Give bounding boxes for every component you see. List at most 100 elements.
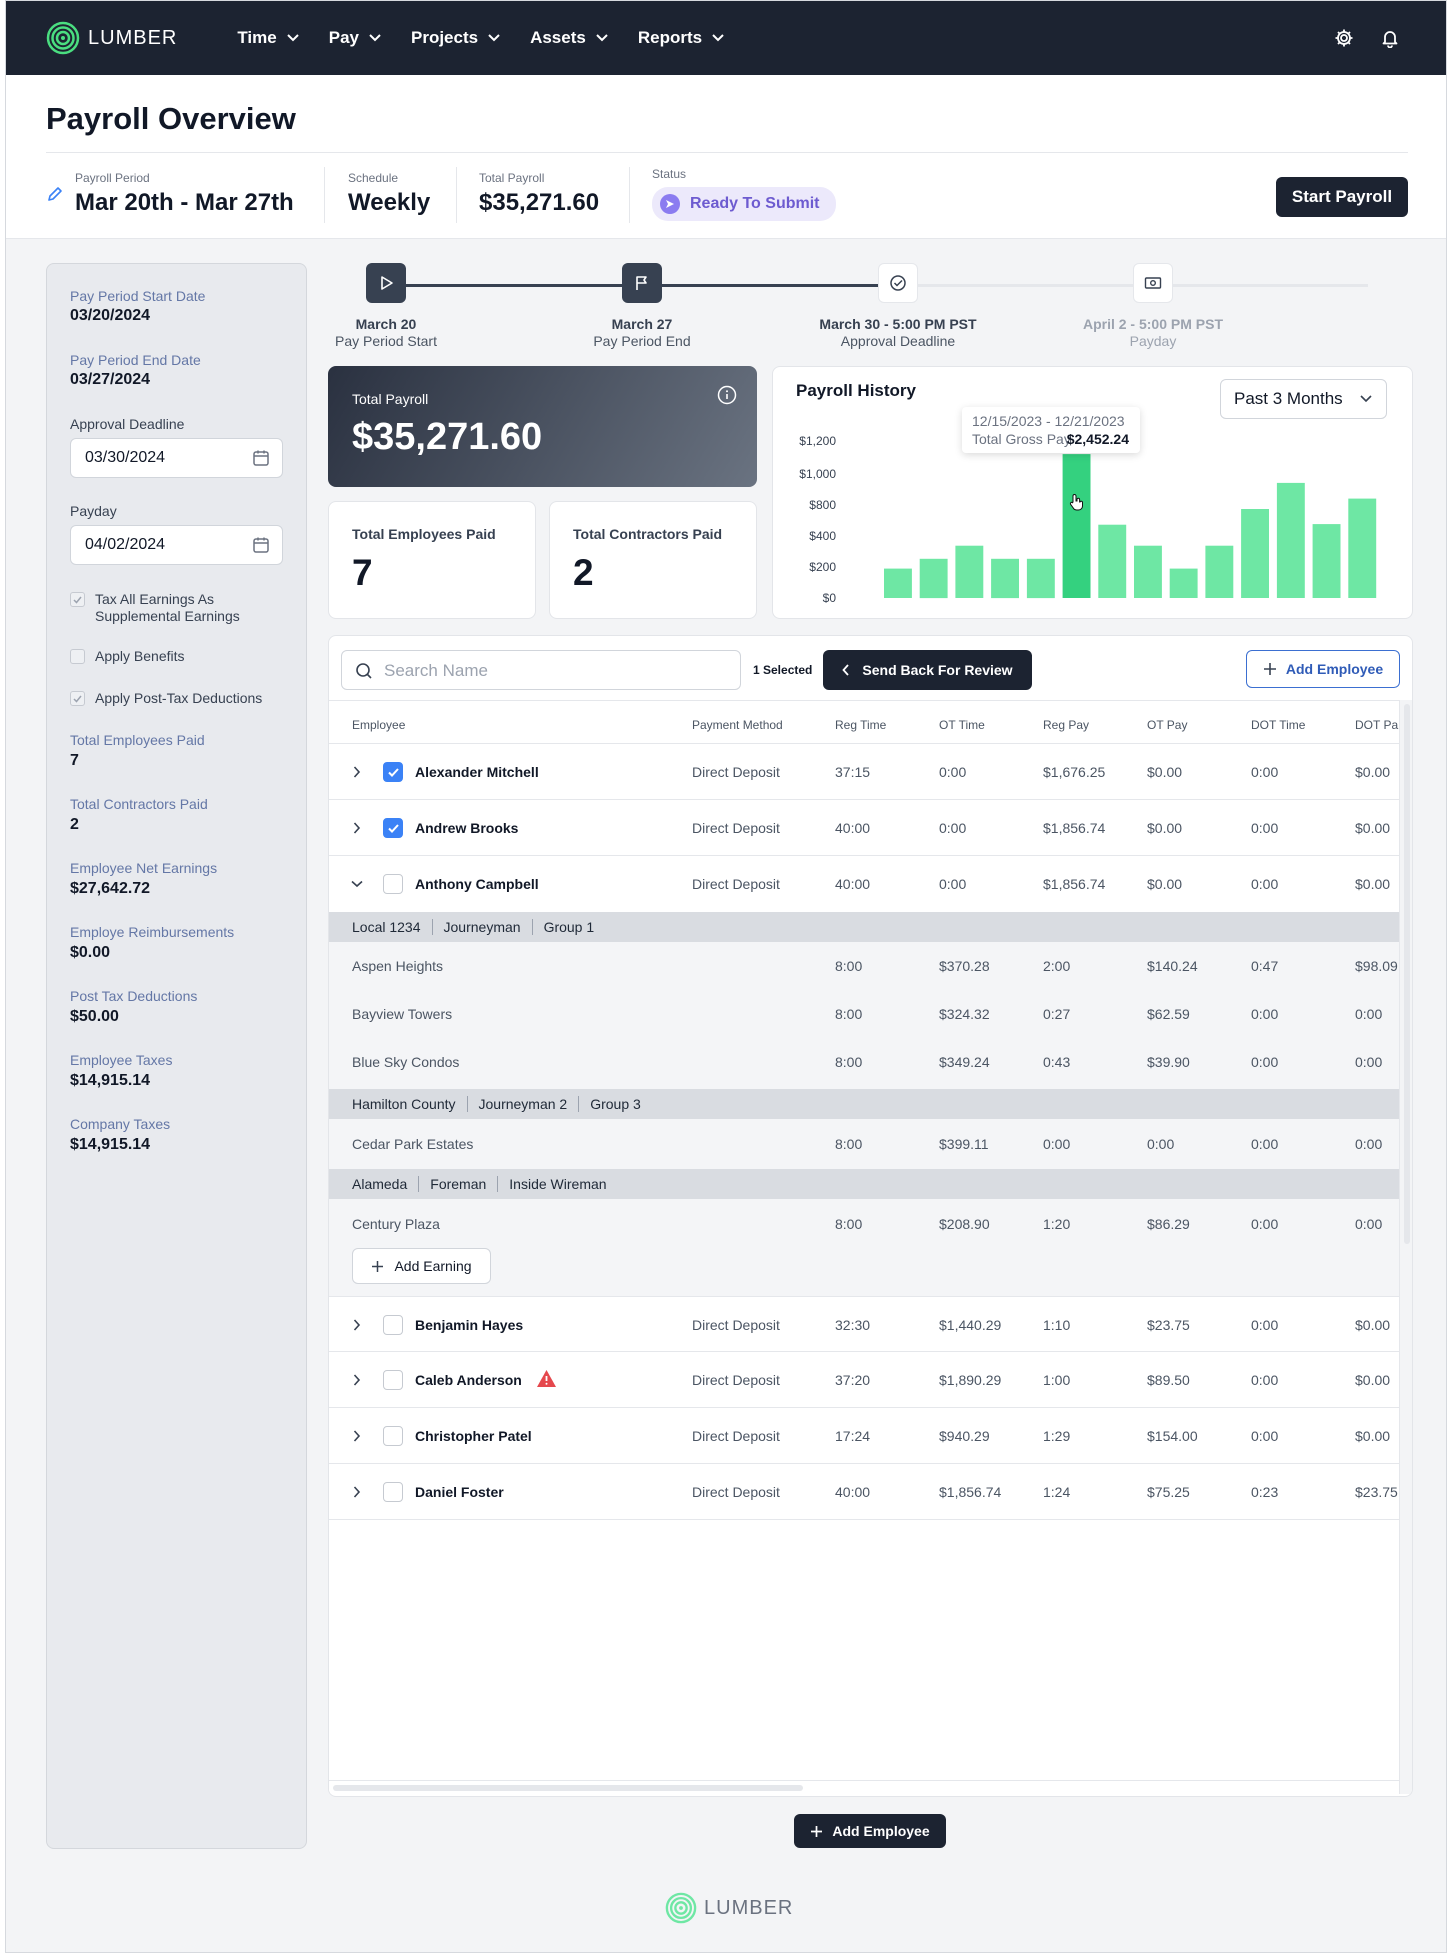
- table-row[interactable]: Daniel Foster Direct Deposit 40:00 $1,85…: [329, 1464, 1399, 1520]
- chevron-down-icon: [596, 34, 608, 42]
- step-pay-period-end[interactable]: [622, 263, 662, 303]
- info-icon[interactable]: [717, 385, 737, 405]
- column-header[interactable]: Reg Time: [835, 718, 887, 732]
- ot-time: 0:00: [939, 764, 967, 780]
- status-badge: Ready To Submit: [652, 187, 836, 221]
- step-payday[interactable]: [1133, 263, 1173, 303]
- calendar-icon[interactable]: [252, 536, 270, 554]
- chart-bar[interactable]: [1312, 524, 1341, 598]
- employee-name[interactable]: Andrew Brooks: [415, 820, 519, 836]
- column-header[interactable]: Employee: [352, 718, 406, 732]
- payroll-history-title: Payroll History: [796, 381, 916, 400]
- earning-row: Blue Sky Condos 8:00 $349.24 0:43 $39.90…: [329, 1038, 1399, 1084]
- chevron-right-icon[interactable]: [353, 1374, 361, 1386]
- chart-bar[interactable]: [1241, 509, 1269, 598]
- employee-name[interactable]: Anthony Campbell: [415, 876, 539, 892]
- row-checkbox[interactable]: [383, 818, 403, 838]
- apply-benefits-checkbox[interactable]: [70, 649, 85, 664]
- column-header[interactable]: DOT Pa: [1355, 718, 1399, 732]
- chevron-right-icon[interactable]: [353, 822, 361, 834]
- column-header[interactable]: OT Time: [939, 718, 985, 732]
- table-row-expanded[interactable]: Anthony Campbell Direct Deposit 40:00 0:…: [329, 856, 1399, 912]
- column-header[interactable]: Reg Pay: [1043, 718, 1090, 732]
- chart-bar[interactable]: [955, 545, 984, 598]
- add-earning-button[interactable]: Add Earning: [352, 1248, 491, 1284]
- chart-bar[interactable]: [1276, 482, 1305, 598]
- apply-post-tax-option[interactable]: Apply Post-Tax Deductions: [70, 690, 262, 706]
- lumber-logo[interactable]: LUMBER: [46, 21, 177, 55]
- employee-name[interactable]: Caleb Anderson: [415, 1372, 522, 1388]
- tax-all-earnings-checkbox[interactable]: [70, 592, 85, 607]
- add-employee-button[interactable]: Add Employee: [1246, 650, 1400, 688]
- chart-bar[interactable]: [991, 558, 1019, 599]
- chevron-right-icon[interactable]: [353, 1319, 361, 1331]
- lumber-logo-icon: [665, 1892, 697, 1924]
- nav-time[interactable]: Time: [237, 28, 299, 48]
- dot-time: 0:00: [1251, 1317, 1279, 1333]
- employee-name[interactable]: Benjamin Hayes: [415, 1317, 524, 1333]
- chart-tooltip: 12/15/2023 - 12/21/2023 Total Gross Pay …: [962, 407, 1140, 453]
- nav-pay[interactable]: Pay: [329, 28, 381, 48]
- gear-icon[interactable]: [1334, 28, 1354, 48]
- chevron-right-icon[interactable]: [353, 766, 361, 778]
- chart-bar[interactable]: [1026, 558, 1055, 599]
- divider: [629, 167, 630, 223]
- scrollbar-thumb[interactable]: [333, 1785, 803, 1791]
- search-input[interactable]: Search Name: [341, 650, 741, 690]
- horizontal-scrollbar[interactable]: [329, 1780, 1399, 1794]
- table-row[interactable]: Benjamin Hayes Direct Deposit 32:30 $1,4…: [329, 1296, 1399, 1352]
- bell-icon[interactable]: [1380, 28, 1400, 48]
- table-row[interactable]: Andrew Brooks Direct Deposit 40:00 0:00 …: [329, 800, 1399, 856]
- sidebar-stat-label: Total Employees Paid: [70, 732, 205, 748]
- column-header[interactable]: Payment Method: [692, 718, 783, 732]
- nav-assets[interactable]: Assets: [530, 28, 608, 48]
- send-back-button[interactable]: Send Back For Review: [823, 650, 1032, 690]
- chart-bar[interactable]: [1134, 545, 1162, 598]
- employee-name[interactable]: Daniel Foster: [415, 1484, 504, 1500]
- row-checkbox[interactable]: [383, 1482, 403, 1502]
- pencil-icon[interactable]: [46, 185, 64, 203]
- vertical-scrollbar[interactable]: [1399, 700, 1412, 1794]
- chart-bar[interactable]: [1205, 545, 1234, 598]
- chevron-right-icon[interactable]: [353, 1430, 361, 1442]
- range-select[interactable]: Past 3 Months: [1220, 379, 1387, 419]
- payday-input[interactable]: 04/02/2024: [70, 525, 283, 565]
- chart-bar[interactable]: [1062, 454, 1091, 598]
- column-header[interactable]: OT Pay: [1147, 718, 1188, 732]
- step-pay-period-start[interactable]: [366, 263, 406, 303]
- table-row[interactable]: Christopher Patel Direct Deposit 17:24 $…: [329, 1408, 1399, 1464]
- schedule-label: Schedule: [348, 171, 399, 185]
- step-approval-deadline[interactable]: [878, 263, 918, 303]
- add-employee-bottom-button[interactable]: Add Employee: [794, 1814, 946, 1848]
- chart-bar[interactable]: [1098, 524, 1127, 598]
- warning-icon[interactable]: [536, 1369, 557, 1388]
- employee-name[interactable]: Alexander Mitchell: [415, 764, 539, 780]
- row-checkbox[interactable]: [383, 762, 403, 782]
- column-header[interactable]: DOT Time: [1251, 718, 1306, 732]
- dot-time: 0:00: [1251, 1428, 1279, 1444]
- row-checkbox[interactable]: [383, 1315, 403, 1335]
- chart-bar[interactable]: [919, 558, 948, 599]
- approval-deadline-input[interactable]: 03/30/2024: [70, 438, 283, 478]
- apply-benefits-option[interactable]: Apply Benefits: [70, 648, 185, 664]
- nav-projects[interactable]: Projects: [411, 28, 500, 48]
- chart-bar[interactable]: [1348, 498, 1377, 598]
- table-row[interactable]: Alexander Mitchell Direct Deposit 37:15 …: [329, 744, 1399, 800]
- chart-bar[interactable]: [884, 568, 912, 598]
- nav-reports[interactable]: Reports: [638, 28, 724, 48]
- row-checkbox[interactable]: [383, 1370, 403, 1390]
- group-tag: Journeyman: [443, 919, 521, 935]
- tax-all-earnings-option[interactable]: Tax All Earnings As Supplemental Earning…: [70, 591, 265, 625]
- table-row[interactable]: Caleb Anderson Direct Deposit 37:20 $1,8…: [329, 1352, 1399, 1408]
- apply-post-tax-checkbox[interactable]: [70, 691, 85, 706]
- chevron-down-icon[interactable]: [351, 880, 363, 888]
- employee-name[interactable]: Christopher Patel: [415, 1428, 532, 1444]
- chevron-right-icon[interactable]: [353, 1486, 361, 1498]
- scrollbar-thumb[interactable]: [1404, 704, 1410, 1244]
- row-checkbox[interactable]: [383, 1426, 403, 1446]
- chart-bar[interactable]: [1169, 568, 1198, 598]
- row-checkbox[interactable]: [383, 874, 403, 894]
- divider: [456, 167, 457, 223]
- start-payroll-button[interactable]: Start Payroll: [1276, 177, 1408, 217]
- calendar-icon[interactable]: [252, 449, 270, 467]
